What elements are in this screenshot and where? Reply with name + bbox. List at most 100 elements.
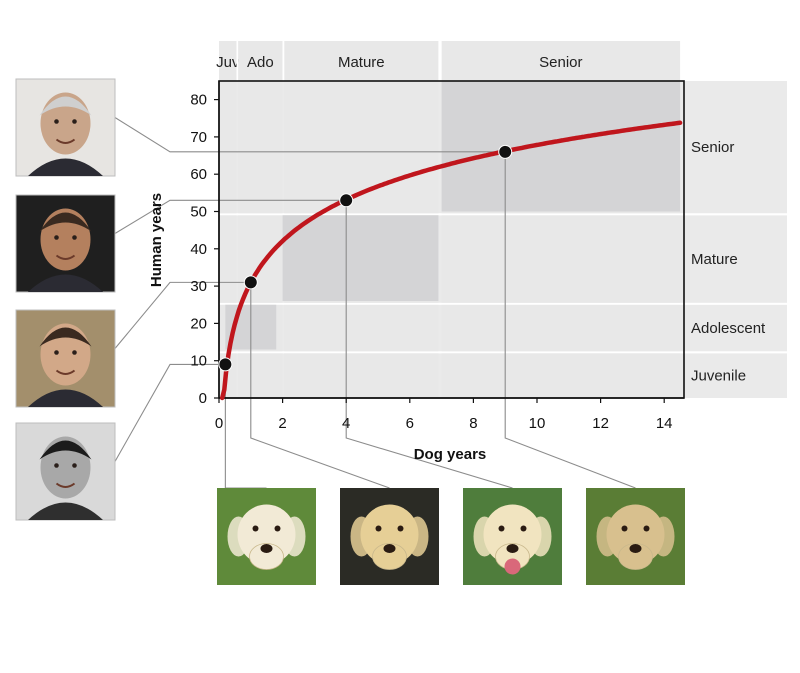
y-tick-label-40: 40 bbox=[190, 241, 207, 258]
y-tick-label-20: 20 bbox=[190, 315, 207, 332]
y-axis-label: Human years bbox=[148, 193, 165, 287]
axes bbox=[218, 81, 684, 399]
portrait-mouth bbox=[55, 138, 76, 144]
x-tick-label-10: 10 bbox=[529, 415, 546, 432]
y-tick-labels: 0 10 20 30 40 50 60 70 80 bbox=[190, 92, 219, 407]
y-tick-label-30: 30 bbox=[190, 278, 207, 295]
portrait-1 bbox=[15, 78, 116, 177]
dog-stage-label-mature: Mature bbox=[338, 54, 385, 71]
human-stage-band-adolescent bbox=[219, 304, 787, 352]
x-tick-labels: 0 2 4 6 8 10 12 14 bbox=[215, 398, 673, 432]
human-stage-label-mature: Mature bbox=[691, 251, 738, 268]
dog-stage-label-senior: Senior bbox=[539, 54, 582, 71]
x-tick-label-0: 0 bbox=[215, 415, 223, 432]
portrait-shoulders bbox=[28, 274, 103, 292]
dog-connector-2 bbox=[250, 282, 390, 489]
portrait-shoulders bbox=[28, 502, 103, 520]
dog-stage-label-juv: Juv bbox=[216, 54, 240, 71]
human-portraits bbox=[15, 78, 116, 521]
portrait-eye bbox=[72, 350, 77, 355]
dog-nose bbox=[383, 544, 396, 553]
portrait-connector-1 bbox=[114, 117, 506, 153]
x-tick-label-12: 12 bbox=[592, 415, 609, 432]
x-tick-label-4: 4 bbox=[342, 415, 350, 432]
portrait-mouth bbox=[55, 482, 76, 488]
y-tick-label-70: 70 bbox=[190, 129, 207, 146]
portrait-eye bbox=[72, 463, 77, 468]
dog-photo-2 bbox=[340, 488, 439, 585]
dog-nose bbox=[506, 544, 519, 553]
band-gutter bbox=[236, 41, 239, 81]
portrait-hair bbox=[39, 212, 92, 232]
dog-stage-label-ado: Ado bbox=[247, 54, 274, 71]
portrait-eye bbox=[54, 463, 59, 468]
dog-eye bbox=[643, 525, 650, 532]
y-tick-label-80: 80 bbox=[190, 92, 207, 109]
connector-lines bbox=[114, 117, 636, 489]
band-gutter bbox=[282, 41, 285, 81]
portrait-2 bbox=[15, 194, 116, 293]
dog-eye bbox=[252, 525, 259, 532]
dog-muzzle bbox=[618, 543, 653, 570]
dog-eye bbox=[520, 525, 527, 532]
y-tick-label-50: 50 bbox=[190, 204, 207, 221]
portrait-hair bbox=[39, 440, 92, 460]
dog-connector-3 bbox=[345, 200, 513, 489]
age-curve-line bbox=[219, 120, 683, 401]
x-tick-label-2: 2 bbox=[278, 415, 286, 432]
dog-photo-1 bbox=[217, 488, 316, 585]
data-point-4 bbox=[498, 144, 513, 159]
data-point-3 bbox=[339, 193, 354, 208]
portrait-4 bbox=[15, 422, 116, 521]
y-tick-label-0: 0 bbox=[199, 390, 207, 407]
data-point-2 bbox=[243, 275, 258, 290]
dog-photo-4 bbox=[586, 488, 685, 585]
dog-eye bbox=[274, 525, 281, 532]
dog-eye bbox=[375, 525, 382, 532]
portrait-3 bbox=[15, 309, 116, 408]
highlight-points bbox=[218, 144, 513, 372]
portrait-connector-3 bbox=[114, 281, 251, 349]
dog-muzzle bbox=[372, 543, 407, 570]
dog-eye bbox=[498, 525, 505, 532]
band-gutter bbox=[219, 213, 787, 216]
portrait-eye bbox=[54, 350, 59, 355]
dog-connector-4 bbox=[504, 151, 636, 489]
dog-nose bbox=[260, 544, 273, 553]
portrait-mouth bbox=[55, 254, 76, 260]
x-axis-label: Dog years bbox=[414, 446, 487, 463]
band-gutter bbox=[219, 351, 787, 354]
dog-photos bbox=[217, 488, 685, 585]
dog-nose bbox=[629, 544, 642, 553]
portrait-hair bbox=[39, 327, 92, 347]
dog-eye bbox=[397, 525, 404, 532]
portrait-connector-2 bbox=[114, 199, 347, 234]
portrait-eye bbox=[54, 119, 59, 124]
y-tick-label-60: 60 bbox=[190, 166, 207, 183]
dog-eye bbox=[621, 525, 628, 532]
human-stage-band-juvenile bbox=[219, 353, 787, 398]
dog-muzzle bbox=[249, 543, 284, 570]
dog-photo-3 bbox=[463, 488, 562, 585]
dog-tongue bbox=[504, 558, 521, 575]
human-stage-label-senior: Senior bbox=[691, 139, 734, 156]
human-stage-label-juvenile: Juvenile bbox=[691, 368, 746, 385]
overlap-regions bbox=[225, 81, 681, 350]
band-gutter bbox=[219, 302, 787, 305]
overlap-region-2 bbox=[282, 215, 439, 302]
x-tick-label-6: 6 bbox=[406, 415, 414, 432]
band-gutter bbox=[438, 41, 442, 81]
portrait-hair bbox=[39, 96, 92, 116]
x-tick-label-8: 8 bbox=[469, 415, 477, 432]
portrait-connector-4 bbox=[114, 363, 226, 462]
portrait-eye bbox=[54, 235, 59, 240]
portrait-eye bbox=[72, 119, 77, 124]
human-stage-label-adolescent: Adolescent bbox=[691, 320, 766, 337]
overlap-region-3 bbox=[441, 81, 681, 212]
portrait-shoulders bbox=[28, 389, 103, 407]
x-tick-label-14: 14 bbox=[656, 415, 673, 432]
portrait-mouth bbox=[55, 369, 76, 375]
data-point-1 bbox=[218, 357, 233, 372]
y-tick-label-10: 10 bbox=[190, 353, 207, 370]
